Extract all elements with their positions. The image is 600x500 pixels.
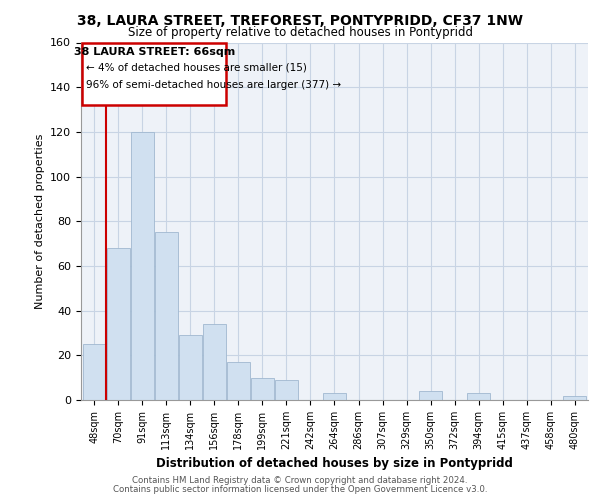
FancyBboxPatch shape xyxy=(82,42,226,105)
Y-axis label: Number of detached properties: Number of detached properties xyxy=(35,134,44,309)
Text: Contains public sector information licensed under the Open Government Licence v3: Contains public sector information licen… xyxy=(113,485,487,494)
Text: 96% of semi-detached houses are larger (377) →: 96% of semi-detached houses are larger (… xyxy=(86,80,341,90)
Text: 38, LAURA STREET, TREFOREST, PONTYPRIDD, CF37 1NW: 38, LAURA STREET, TREFOREST, PONTYPRIDD,… xyxy=(77,14,523,28)
Bar xyxy=(203,324,226,400)
Bar xyxy=(83,344,106,400)
Bar xyxy=(155,232,178,400)
Bar xyxy=(419,391,442,400)
Bar xyxy=(251,378,274,400)
Bar xyxy=(563,396,586,400)
Text: Size of property relative to detached houses in Pontypridd: Size of property relative to detached ho… xyxy=(128,26,473,39)
Bar xyxy=(467,394,490,400)
Text: 38 LAURA STREET: 66sqm: 38 LAURA STREET: 66sqm xyxy=(74,47,235,57)
Bar xyxy=(131,132,154,400)
X-axis label: Distribution of detached houses by size in Pontypridd: Distribution of detached houses by size … xyxy=(156,458,513,470)
Bar xyxy=(227,362,250,400)
Bar xyxy=(179,335,202,400)
Bar xyxy=(275,380,298,400)
Text: ← 4% of detached houses are smaller (15): ← 4% of detached houses are smaller (15) xyxy=(86,62,307,72)
Text: Contains HM Land Registry data © Crown copyright and database right 2024.: Contains HM Land Registry data © Crown c… xyxy=(132,476,468,485)
Bar xyxy=(107,248,130,400)
Bar xyxy=(323,394,346,400)
